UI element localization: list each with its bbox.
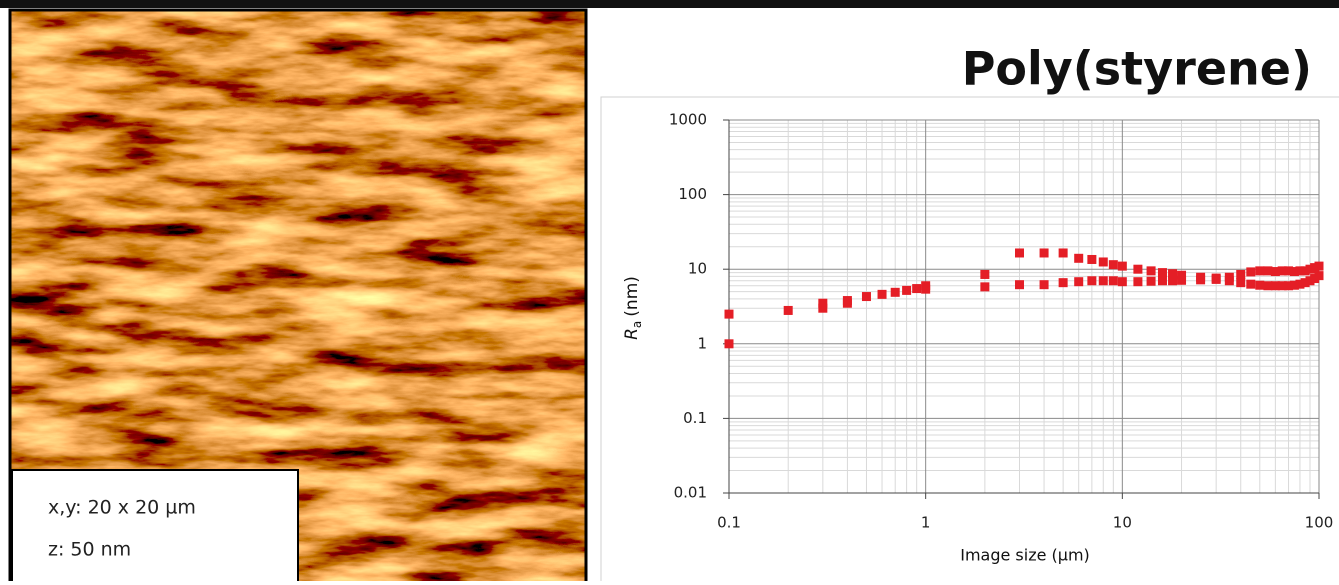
point bbox=[861, 292, 871, 302]
point bbox=[1157, 268, 1167, 278]
x-tick-label: 0.1 bbox=[717, 514, 741, 532]
point bbox=[890, 287, 900, 297]
point bbox=[1289, 267, 1299, 277]
point bbox=[1133, 264, 1143, 274]
y-tick-label: 10 bbox=[688, 260, 707, 278]
chart-frame bbox=[600, 96, 1339, 585]
y-axis-label: Ra (nm) bbox=[622, 276, 644, 340]
point bbox=[980, 282, 990, 292]
point bbox=[1305, 276, 1315, 286]
point bbox=[818, 303, 828, 313]
point bbox=[1277, 266, 1287, 276]
point bbox=[1087, 276, 1097, 286]
point bbox=[1177, 275, 1187, 285]
point bbox=[1168, 276, 1178, 286]
y-label-symbol: R bbox=[622, 328, 642, 340]
point bbox=[1087, 254, 1097, 264]
point bbox=[1039, 280, 1049, 290]
y-label-unit: (nm) bbox=[622, 276, 642, 317]
point bbox=[1146, 276, 1156, 286]
point bbox=[842, 298, 852, 308]
point bbox=[1098, 257, 1108, 267]
point bbox=[1289, 280, 1299, 290]
point bbox=[1098, 276, 1108, 286]
y-tick-label: 0.1 bbox=[683, 409, 707, 427]
point bbox=[1314, 271, 1324, 281]
point bbox=[1117, 261, 1127, 271]
scale-xy: x,y: 20 x 20 µm bbox=[48, 497, 196, 519]
point bbox=[1074, 253, 1084, 263]
point bbox=[1270, 267, 1280, 277]
point bbox=[1224, 276, 1234, 286]
point bbox=[1058, 278, 1068, 288]
point bbox=[1314, 261, 1324, 271]
point bbox=[1196, 275, 1206, 285]
point bbox=[912, 284, 922, 294]
point bbox=[1236, 278, 1246, 288]
y-label-subscript: a bbox=[630, 321, 644, 328]
chart-title: Poly(styrene) bbox=[962, 42, 1312, 96]
point bbox=[1211, 274, 1221, 284]
point bbox=[1263, 281, 1273, 291]
point bbox=[1305, 264, 1315, 274]
point bbox=[877, 289, 887, 299]
point bbox=[724, 309, 734, 319]
point bbox=[1117, 277, 1127, 287]
point bbox=[980, 269, 990, 279]
point bbox=[1255, 280, 1265, 290]
top-bar bbox=[0, 0, 1339, 8]
x-tick-label: 1 bbox=[921, 514, 931, 532]
point bbox=[1108, 276, 1118, 286]
point bbox=[1108, 260, 1118, 270]
y-tick-label: 100 bbox=[678, 185, 707, 203]
x-axis-label: Image size (µm) bbox=[960, 546, 1090, 565]
point bbox=[1263, 266, 1273, 276]
point bbox=[902, 285, 912, 295]
point bbox=[1074, 277, 1084, 287]
point bbox=[1015, 248, 1025, 258]
scale-box bbox=[11, 469, 299, 585]
point bbox=[1236, 269, 1246, 279]
x-tick-label: 100 bbox=[1305, 514, 1334, 532]
y-tick-label: 1000 bbox=[669, 111, 707, 129]
point bbox=[1277, 281, 1287, 291]
point bbox=[1177, 270, 1187, 280]
point bbox=[1255, 266, 1265, 276]
image-border bbox=[8, 8, 588, 585]
point bbox=[1270, 281, 1280, 291]
point bbox=[783, 305, 793, 315]
point bbox=[1058, 248, 1068, 258]
point bbox=[1300, 278, 1310, 288]
point bbox=[1246, 267, 1256, 277]
y-tick-label: 0.01 bbox=[674, 484, 707, 502]
point bbox=[1157, 276, 1167, 286]
point bbox=[724, 339, 734, 349]
point bbox=[1284, 266, 1294, 276]
point bbox=[1168, 269, 1178, 279]
point bbox=[1284, 281, 1294, 291]
point bbox=[1295, 266, 1305, 276]
point bbox=[1015, 280, 1025, 290]
point bbox=[1146, 266, 1156, 276]
point bbox=[921, 284, 931, 294]
point bbox=[818, 298, 828, 308]
point bbox=[1039, 248, 1049, 258]
point bbox=[1246, 279, 1256, 289]
y-tick-label: 1 bbox=[697, 334, 707, 352]
point bbox=[1300, 266, 1310, 276]
x-tick-label: 10 bbox=[1113, 514, 1132, 532]
point bbox=[1295, 279, 1305, 289]
scale-z: z: 50 nm bbox=[48, 539, 131, 561]
point bbox=[1133, 277, 1143, 287]
